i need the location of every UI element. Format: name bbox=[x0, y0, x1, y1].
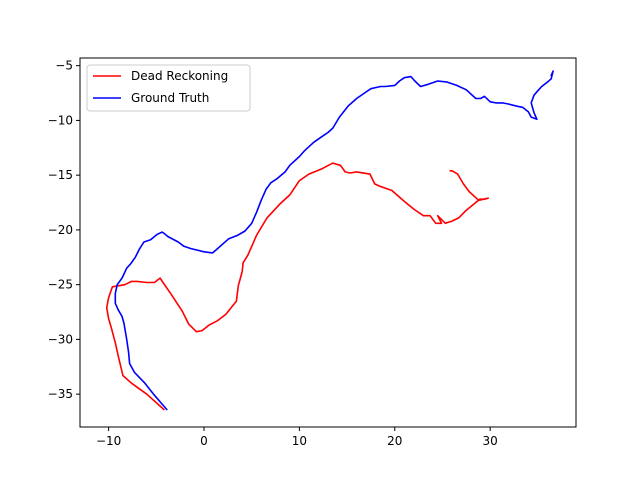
x-axis: −10 0 10 20 30 bbox=[96, 427, 498, 448]
x-tick-label: 20 bbox=[387, 434, 402, 448]
y-tick-label: −5 bbox=[55, 59, 73, 73]
legend-label-ground-truth: Ground Truth bbox=[131, 91, 209, 105]
x-tick-label: 10 bbox=[292, 434, 307, 448]
x-tick-label: 30 bbox=[483, 434, 498, 448]
x-tick-label: −10 bbox=[96, 434, 121, 448]
y-tick-label: −10 bbox=[48, 113, 73, 127]
y-tick-label: −35 bbox=[48, 387, 73, 401]
legend-box bbox=[86, 64, 251, 112]
y-tick-label: −15 bbox=[48, 168, 73, 182]
series-line-dead-reckoning bbox=[105, 162, 490, 411]
y-axis: −35 −30 −25 −20 −15 −10 −5 bbox=[48, 59, 80, 401]
y-tick-label: −25 bbox=[48, 278, 73, 292]
series-line-ground-truth bbox=[114, 70, 554, 411]
y-tick-label: −30 bbox=[48, 332, 73, 346]
y-tick-label: −20 bbox=[48, 223, 73, 237]
series-layer bbox=[105, 70, 554, 411]
x-tick-label: 0 bbox=[200, 434, 208, 448]
legend-label-dead-reckoning: Dead Reckoning bbox=[131, 69, 228, 83]
plot-frame bbox=[79, 57, 577, 428]
legend: Dead Reckoning Ground Truth bbox=[86, 64, 251, 112]
